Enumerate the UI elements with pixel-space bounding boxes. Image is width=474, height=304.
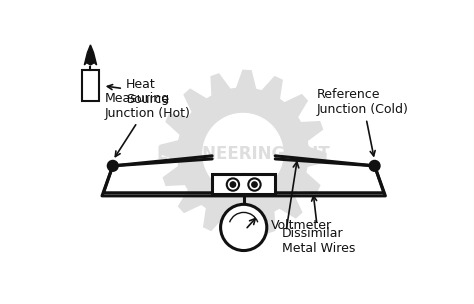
Circle shape — [203, 113, 283, 194]
Circle shape — [369, 161, 380, 171]
Text: Dissimilar
Metal Wires: Dissimilar Metal Wires — [282, 196, 356, 255]
Circle shape — [230, 182, 236, 187]
Text: Voltmeter: Voltmeter — [271, 219, 332, 232]
Bar — [212, 174, 275, 194]
Circle shape — [108, 161, 118, 171]
Bar — [82, 70, 99, 101]
Polygon shape — [84, 45, 97, 65]
Text: Measuring
Junction (Hot): Measuring Junction (Hot) — [105, 92, 191, 157]
Circle shape — [252, 182, 257, 187]
Text: Heat
Source: Heat Source — [108, 78, 169, 106]
Circle shape — [248, 178, 261, 191]
Circle shape — [220, 204, 267, 250]
Text: Reference
Junction (Cold): Reference Junction (Cold) — [317, 88, 409, 156]
Text: ENGINEERING HUT: ENGINEERING HUT — [156, 144, 329, 163]
Circle shape — [227, 178, 239, 191]
Polygon shape — [160, 70, 326, 237]
